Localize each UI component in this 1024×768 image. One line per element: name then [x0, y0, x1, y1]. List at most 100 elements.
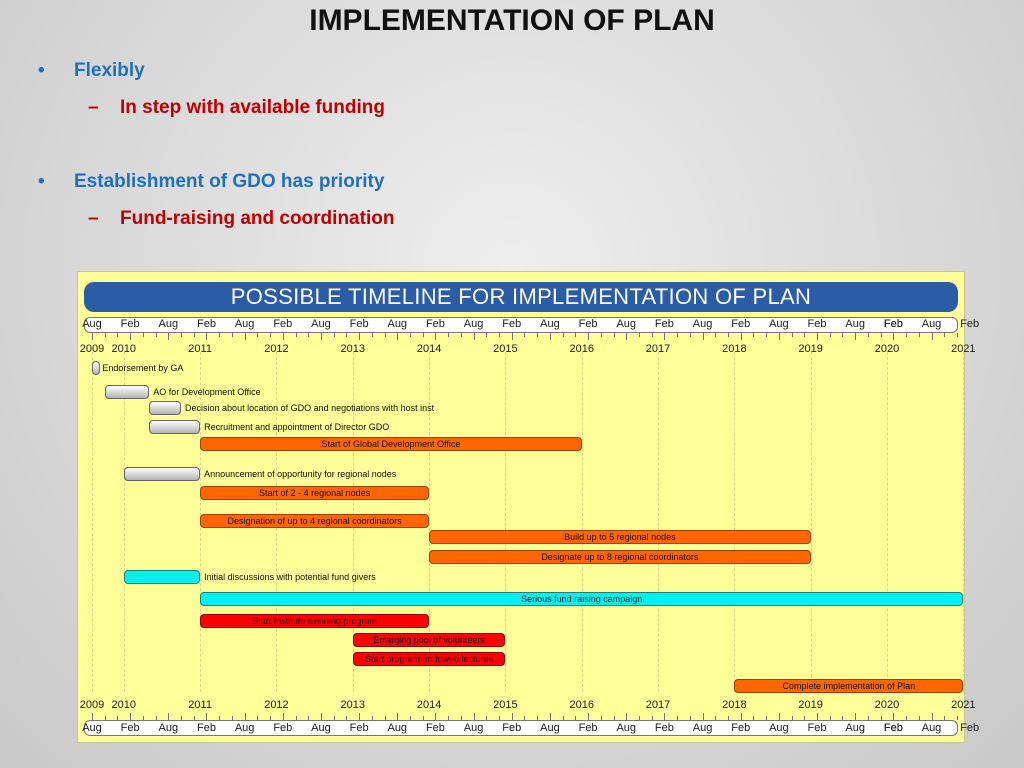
month-tick-label-top: Aug: [311, 318, 331, 330]
ruler-tick-top: [422, 333, 424, 337]
ruler-tick-bottom: [600, 716, 602, 720]
ruler-tick-top: [346, 333, 348, 337]
month-tick-label-bottom: Feb: [196, 722, 216, 734]
ruler-tick-bottom: [168, 713, 170, 720]
ruler-tick-bottom: [92, 713, 93, 720]
ruler-tick-bottom: [575, 716, 577, 720]
task-bar: Enlarging pool of volunteers: [352, 633, 506, 647]
year-label-bottom: 2017: [645, 699, 671, 711]
month-tick-label-top: Aug: [845, 318, 865, 330]
ruler-tick-bottom: [473, 713, 475, 720]
ruler-tick-top: [613, 333, 615, 337]
month-tick-label-top: Aug: [234, 318, 255, 330]
ruler-tick-bottom: [257, 716, 259, 720]
month-tick-label-bottom: Feb: [120, 722, 140, 734]
month-tick-label-top: Aug: [769, 318, 789, 330]
month-scale-bottom: [84, 720, 958, 736]
ruler-tick-bottom: [537, 716, 539, 720]
sub-bullet-text: Fund-raising and coordination: [120, 208, 395, 229]
year-gridline: [734, 352, 736, 692]
month-tick-label-bottom: Aug: [387, 722, 408, 734]
month-tick-label-top: Aug: [463, 318, 484, 330]
ruler-tick-bottom: [842, 716, 844, 720]
ruler-tick-bottom: [804, 716, 806, 720]
ruler-tick-top: [92, 333, 93, 340]
year-label-bottom: 2009: [79, 699, 105, 711]
year-label-bottom: 2010: [111, 699, 137, 711]
year-gridline: [92, 352, 93, 692]
ruler-tick-bottom: [689, 716, 691, 720]
ruler-tick-bottom: [766, 716, 768, 720]
ruler-tick-bottom: [880, 716, 882, 720]
year-label-bottom: 2012: [264, 699, 289, 711]
task-bar: Build up to 5 regional nodes: [429, 530, 811, 544]
month-tick-label-bottom: Aug: [616, 722, 637, 734]
ruler-tick-bottom: [588, 713, 590, 720]
month-tick-label-top: Feb: [349, 318, 369, 330]
ruler-tick-bottom: [740, 713, 742, 720]
month-scale-top: [84, 317, 958, 333]
task-bar: Start program endowed lectures: [352, 652, 506, 666]
task-bar: Serious fund raising campaign: [200, 592, 964, 606]
ruler-tick-bottom: [397, 713, 399, 720]
month-tick-label-bottom: Feb: [807, 722, 827, 734]
ruler-tick-top: [333, 333, 335, 337]
timeline-title: POSSIBLE TIMELINE FOR IMPLEMENTATION OF …: [84, 282, 958, 312]
task-bar: [123, 570, 201, 584]
task-label: Endorsement by GA: [102, 363, 184, 373]
month-tick-label-bottom: Feb: [883, 722, 903, 734]
ruler-tick-bottom: [155, 716, 157, 720]
task-bar: Start of Global Development Office: [200, 437, 582, 451]
ruler-tick-top: [575, 333, 577, 337]
month-tick-label-bottom: Feb: [273, 722, 293, 734]
ruler-tick-bottom: [499, 716, 501, 720]
ruler-tick-top: [130, 333, 132, 340]
ruler-tick-bottom: [270, 716, 272, 720]
ruler-tick-bottom: [142, 716, 144, 720]
year-label-bottom: 2013: [340, 699, 365, 711]
year-label-top: 2017: [645, 343, 671, 355]
bullet-mark: •: [38, 60, 45, 81]
ruler-tick-top: [295, 333, 297, 337]
ruler-tick-top: [715, 333, 717, 337]
task-bar: [92, 361, 100, 375]
sub-bullet-funding: – In step with available funding: [88, 97, 385, 119]
month-tick-label-top: Feb: [654, 318, 674, 330]
ruler-tick-top: [651, 333, 653, 337]
ruler-tick-bottom: [435, 713, 437, 720]
ruler-tick-bottom: [918, 716, 920, 720]
ruler-tick-bottom: [104, 716, 106, 720]
month-tick-label-bottom: Aug: [921, 722, 942, 734]
ruler-tick-top: [728, 333, 729, 337]
ruler-tick-top: [855, 333, 857, 340]
year-gridline: [887, 352, 888, 692]
ruler-tick-top: [473, 333, 475, 340]
ruler-tick-bottom: [638, 716, 640, 720]
year-label-top: 2010: [111, 343, 137, 355]
slide-title: IMPLEMENTATION OF PLAN: [309, 4, 715, 37]
ruler-tick-bottom: [384, 716, 386, 720]
ruler-tick-top: [689, 333, 691, 337]
ruler-tick-bottom: [906, 716, 908, 720]
ruler-tick-bottom: [855, 713, 857, 720]
month-tick-label-top: Feb: [883, 318, 903, 330]
year-label-top: 2019: [798, 343, 823, 355]
bullet-gdo-priority: • Establishment of GDO has priority: [38, 171, 384, 193]
year-gridline: [123, 352, 125, 692]
task-label: Announcement of opportunity for regional…: [204, 469, 397, 479]
year-label-top: 2012: [264, 343, 289, 355]
month-tick-label-top: Feb: [807, 318, 827, 330]
ruler-tick-bottom: [715, 716, 717, 720]
ruler-tick-top: [702, 333, 704, 340]
ruler-tick-bottom: [956, 716, 958, 720]
ruler-tick-bottom: [944, 716, 946, 720]
ruler-tick-top: [206, 333, 208, 340]
ruler-tick-top: [893, 333, 895, 340]
sub-bullet-fund-raising: – Fund-raising and coordination: [88, 208, 394, 230]
ruler-tick-bottom: [562, 716, 564, 720]
ruler-tick-top: [537, 333, 539, 337]
year-gridline: [810, 352, 812, 692]
task-bar: [123, 467, 201, 481]
ruler-tick-top: [435, 333, 437, 340]
ruler-tick-bottom: [193, 716, 195, 720]
